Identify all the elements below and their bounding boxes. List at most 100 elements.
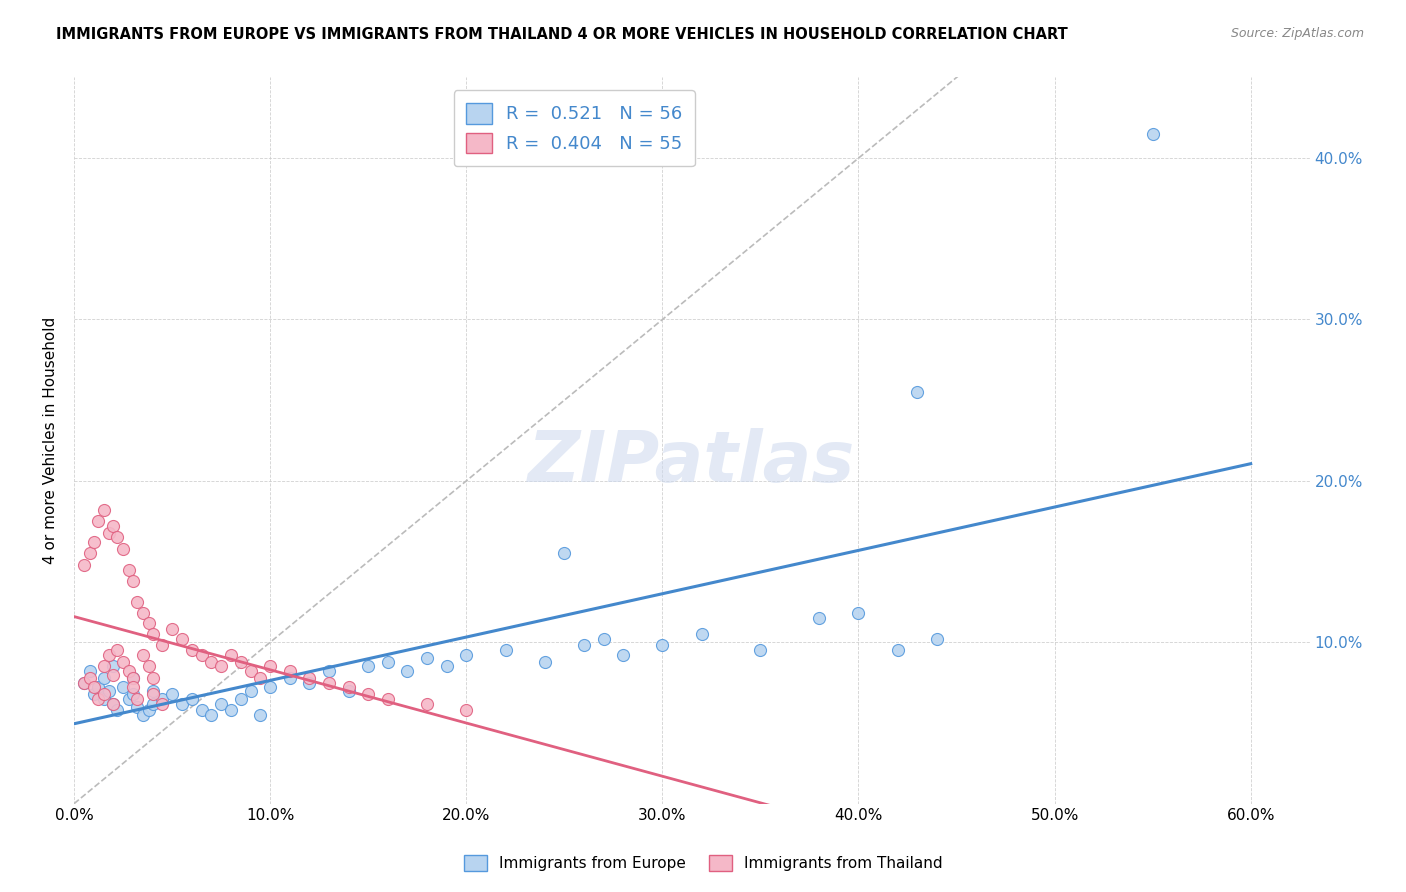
Point	[132, 648, 155, 662]
Point	[73, 675, 96, 690]
Point	[93, 691, 115, 706]
Point	[73, 558, 96, 572]
Point	[150, 639, 173, 653]
Point	[456, 703, 478, 717]
Point	[249, 671, 271, 685]
Point	[122, 671, 145, 685]
Point	[925, 632, 948, 646]
Point	[808, 611, 831, 625]
Point	[337, 681, 360, 695]
Point	[572, 639, 595, 653]
Point	[125, 691, 148, 706]
Point	[86, 691, 108, 706]
Point	[651, 639, 673, 653]
Point	[416, 651, 439, 665]
Point	[690, 627, 713, 641]
Point	[98, 648, 121, 662]
Point	[141, 627, 163, 641]
Point	[79, 665, 101, 679]
Point	[103, 697, 125, 711]
Point	[122, 574, 145, 588]
Point	[122, 671, 145, 685]
Point	[93, 503, 115, 517]
Point	[533, 655, 555, 669]
Point	[357, 687, 380, 701]
Point	[259, 659, 281, 673]
Point	[122, 687, 145, 701]
Point	[848, 606, 870, 620]
Point	[180, 643, 202, 657]
Point	[86, 514, 108, 528]
Point	[396, 665, 419, 679]
Point	[150, 691, 173, 706]
Point	[141, 671, 163, 685]
Point	[436, 659, 458, 673]
Point	[112, 541, 135, 556]
Point	[112, 655, 135, 669]
Point	[125, 595, 148, 609]
Point	[132, 707, 155, 722]
Point	[118, 691, 141, 706]
Point	[495, 643, 517, 657]
Point	[456, 648, 478, 662]
Point	[209, 659, 232, 673]
Point	[170, 632, 193, 646]
Point	[118, 665, 141, 679]
Point	[83, 535, 105, 549]
Point	[138, 703, 160, 717]
Point	[79, 671, 101, 685]
Point	[170, 697, 193, 711]
Point	[318, 665, 340, 679]
Point	[118, 563, 141, 577]
Point	[93, 687, 115, 701]
Point	[180, 691, 202, 706]
Point	[278, 671, 301, 685]
Y-axis label: 4 or more Vehicles in Household: 4 or more Vehicles in Household	[44, 317, 58, 564]
Point	[83, 687, 105, 701]
Point	[219, 648, 242, 662]
Point	[278, 665, 301, 679]
Point	[160, 687, 183, 701]
Point	[592, 632, 614, 646]
Point	[209, 697, 232, 711]
Point	[249, 707, 271, 722]
Point	[239, 665, 262, 679]
Point	[318, 675, 340, 690]
Point	[259, 681, 281, 695]
Text: Source: ZipAtlas.com: Source: ZipAtlas.com	[1230, 27, 1364, 40]
Point	[73, 675, 96, 690]
Point	[160, 623, 183, 637]
Point	[337, 683, 360, 698]
Point	[141, 697, 163, 711]
Point	[103, 659, 125, 673]
Point	[416, 697, 439, 711]
Point	[200, 655, 222, 669]
Point	[357, 659, 380, 673]
Point	[93, 671, 115, 685]
Point	[103, 697, 125, 711]
Point	[229, 655, 252, 669]
Point	[150, 697, 173, 711]
Point	[103, 667, 125, 681]
Text: IMMIGRANTS FROM EUROPE VS IMMIGRANTS FROM THAILAND 4 OR MORE VEHICLES IN HOUSEHO: IMMIGRANTS FROM EUROPE VS IMMIGRANTS FRO…	[56, 27, 1069, 42]
Point	[298, 671, 321, 685]
Point	[105, 703, 128, 717]
Point	[141, 683, 163, 698]
Point	[886, 643, 908, 657]
Point	[1142, 127, 1164, 141]
Point	[200, 707, 222, 722]
Point	[138, 615, 160, 630]
Point	[132, 606, 155, 620]
Point	[141, 687, 163, 701]
Point	[219, 703, 242, 717]
Point	[229, 691, 252, 706]
Point	[122, 681, 145, 695]
Point	[190, 648, 212, 662]
Point	[103, 519, 125, 533]
Point	[749, 643, 772, 657]
Point	[377, 691, 399, 706]
Point	[125, 699, 148, 714]
Point	[612, 648, 634, 662]
Point	[298, 675, 321, 690]
Point	[112, 681, 135, 695]
